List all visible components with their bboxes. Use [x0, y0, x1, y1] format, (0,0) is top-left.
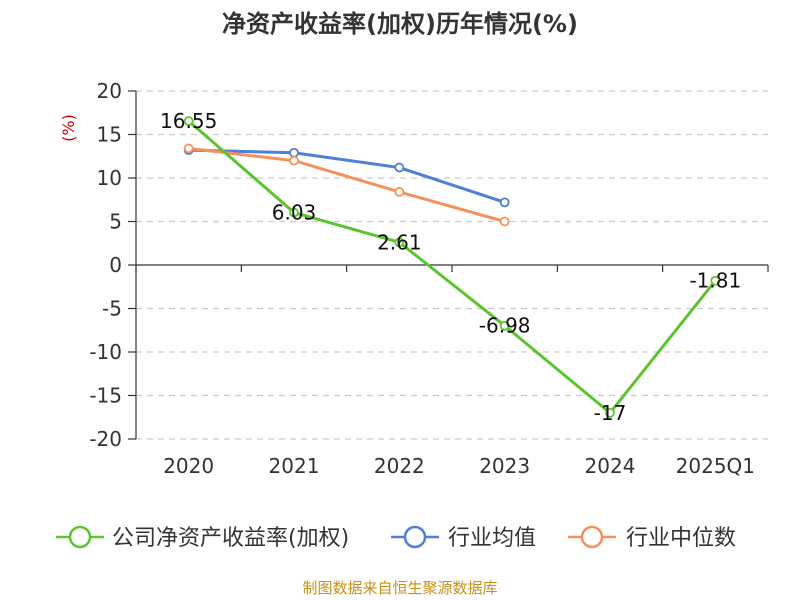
chart-title: 净资产收益率(加权)历年情况(%) [222, 10, 578, 38]
x-tick-label: 2024 [585, 454, 636, 478]
data-point [394, 187, 405, 197]
legend-label: 行业中位数 [626, 526, 736, 551]
x-tick-label: 2020 [163, 454, 214, 478]
data-point [710, 275, 721, 286]
legend-label: 行业均值 [448, 526, 536, 551]
data-point [499, 320, 510, 331]
y-tick-label: 20 [97, 79, 122, 103]
legend-marker [580, 525, 604, 549]
y-tick-label: -5 [102, 297, 122, 321]
legend-marker [68, 525, 92, 549]
y-axis-unit: (%) [59, 114, 78, 142]
series-line [187, 119, 717, 415]
data-point [289, 147, 299, 158]
data-label: 6.03 [272, 201, 317, 225]
data-point [394, 237, 405, 248]
legend[interactable]: 公司净资产收益率(加权) 行业均值 行业中位数 [56, 525, 736, 551]
data-point [499, 197, 510, 208]
legend-label: 公司净资产收益率(加权) [112, 526, 349, 551]
data-point [289, 207, 299, 218]
data-point [499, 216, 510, 227]
data-point [394, 162, 405, 173]
source-note: 制图数据来自恒生聚源数据库 [302, 579, 497, 597]
x-tick-label: 2021 [269, 454, 320, 478]
legend-item[interactable]: 公司净资产收益率(加权) [56, 525, 349, 551]
x-axis: 2020 2021 2022 2023 2024 2025Q1 [135, 264, 769, 478]
x-tick-label: 2025Q1 [676, 454, 755, 478]
data-labels: 16.55 6.03 2.61 -6.98 -17 -1.81 [160, 109, 741, 425]
y-axis: 20 15 10 5 0 -5 -10 -15 -20 [89, 79, 137, 451]
data-point [183, 143, 194, 154]
y-tick-label: 5 [109, 210, 122, 234]
x-tick-label: 2023 [479, 454, 530, 478]
data-point [183, 116, 194, 126]
data-label: -6.98 [479, 314, 531, 338]
series-lines [183, 116, 721, 418]
legend-item[interactable]: 行业均值 [391, 525, 536, 551]
data-label: -17 [594, 401, 627, 425]
data-label: 16.55 [160, 109, 217, 133]
y-tick-label: -20 [89, 427, 122, 451]
y-tick-label: -15 [89, 384, 122, 408]
data-point [289, 155, 299, 166]
legend-marker [403, 525, 427, 549]
data-label: 2.61 [377, 230, 422, 254]
series-line [188, 148, 506, 204]
y-tick-label: 10 [97, 166, 122, 190]
legend-item[interactable]: 行业中位数 [568, 525, 736, 551]
series-line [188, 146, 506, 223]
y-tick-label: -10 [89, 340, 122, 364]
y-tick-label: 15 [97, 123, 122, 147]
x-tick-label: 2022 [374, 454, 425, 478]
y-tick-label: 0 [109, 253, 122, 277]
data-point [605, 407, 615, 418]
data-label: -1.81 [689, 269, 741, 293]
